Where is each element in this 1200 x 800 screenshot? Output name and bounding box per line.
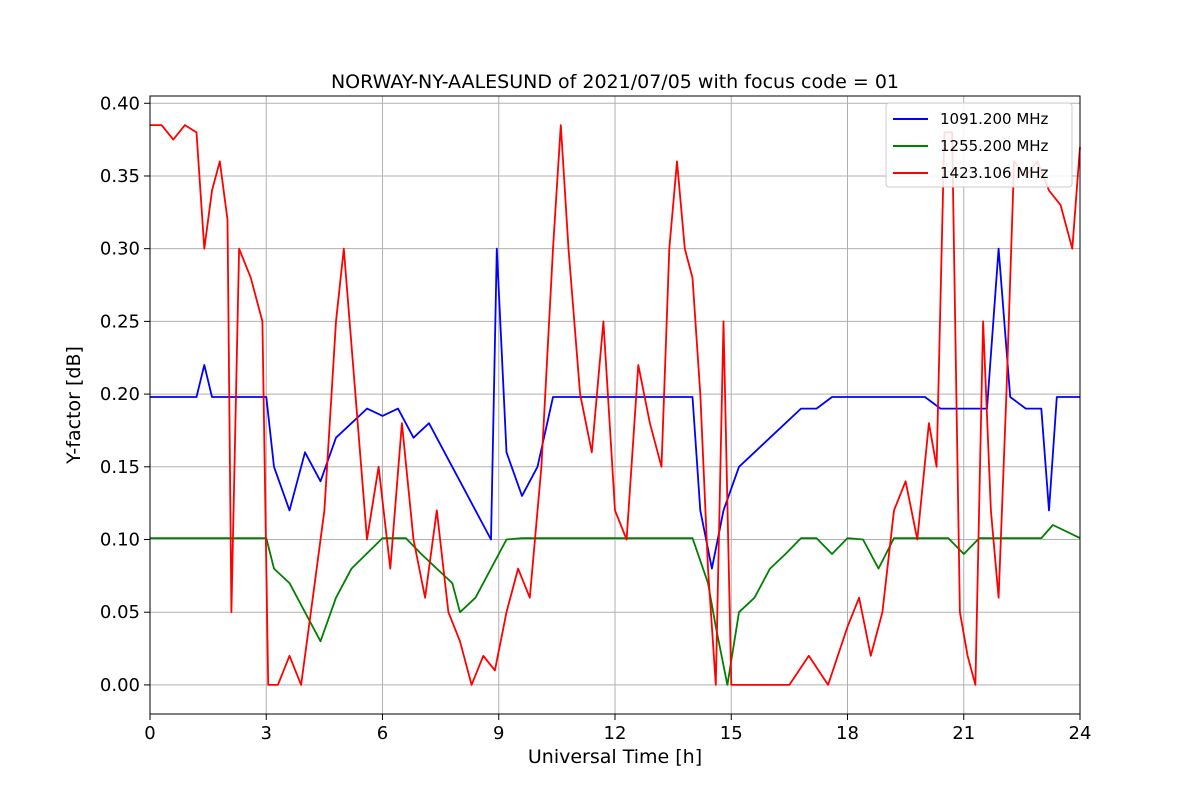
y-tick-label: 0.40 (100, 93, 140, 114)
series-line-2 (150, 524, 1081, 686)
legend: 1091.200 MHz 1255.200 MHz 1423.106 MHz (885, 102, 1073, 188)
y-axis-label: Y-factor [dB] (63, 346, 85, 465)
y-tick-label: 0.25 (100, 311, 140, 332)
y-tick-label: 0.15 (100, 457, 140, 478)
legend-label-1: 1091.200 MHz (940, 110, 1049, 128)
x-axis: 0 3 6 9 12 15 18 21 24 (144, 714, 1091, 744)
x-tick-label: 0 (144, 723, 155, 744)
y-tick-label: 0.10 (100, 530, 140, 551)
x-tick-label: 15 (720, 723, 743, 744)
y-tick-label: 0.30 (100, 239, 140, 260)
legend-entries: 1091.200 MHz 1255.200 MHz 1423.106 MHz (893, 110, 1049, 182)
legend-box (885, 102, 1073, 188)
y-tick-label: 0.05 (100, 602, 140, 623)
legend-label-3: 1423.106 MHz (940, 164, 1049, 182)
x-tick-label: 3 (261, 723, 272, 744)
x-tick-label: 6 (377, 723, 388, 744)
x-tick-label: 21 (952, 723, 975, 744)
y-tick-label: 0.20 (100, 384, 140, 405)
legend-label-2: 1255.200 MHz (940, 137, 1049, 155)
y-tick-label: 0.35 (100, 166, 140, 187)
x-tick-label: 18 (836, 723, 859, 744)
x-axis-label: Universal Time [h] (528, 746, 702, 768)
y-axis: 0.00 0.05 0.10 0.15 0.20 0.25 0.30 0.35 0.40 (100, 93, 150, 696)
plot-area: 0 3 6 9 12 15 18 21 24 0.000.050.100.150.200.250… (100, 93, 1092, 744)
x-tick-label: 24 (1069, 723, 1092, 744)
x-tick-label: 9 (493, 723, 504, 744)
x-tick-label: 12 (604, 723, 627, 744)
y-tick-label: 0.00 (100, 675, 140, 696)
chart-title: NORWAY-NY-AALESUND of 2021/07/05 with fo… (331, 71, 899, 93)
